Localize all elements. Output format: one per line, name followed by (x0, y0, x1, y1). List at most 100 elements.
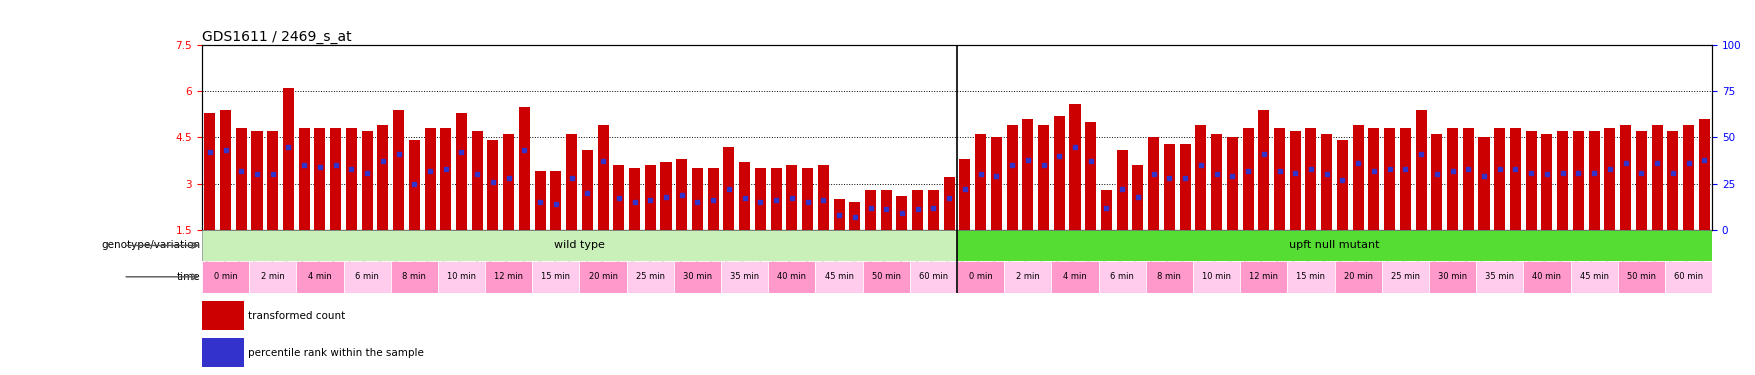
Bar (1004, 261, 1051, 292)
Bar (1179, 144, 1190, 230)
Bar (627, 261, 674, 292)
Bar (1334, 261, 1381, 292)
Text: time: time (177, 272, 200, 282)
Bar (504, 134, 514, 230)
Bar (1227, 137, 1237, 230)
Bar (549, 171, 562, 230)
Bar (1336, 141, 1348, 230)
Bar (581, 150, 593, 230)
Bar (425, 128, 435, 230)
Bar (990, 137, 1002, 230)
Bar (974, 134, 986, 230)
Text: 25 min: 25 min (1390, 272, 1420, 281)
Text: 35 min: 35 min (730, 272, 758, 281)
Text: 40 min: 40 min (1532, 272, 1560, 281)
Bar (346, 128, 356, 230)
Bar (1588, 131, 1599, 230)
Bar (1525, 131, 1536, 230)
Bar (628, 168, 639, 230)
Bar (219, 110, 232, 230)
Bar (1665, 131, 1678, 230)
Bar (1494, 128, 1504, 230)
Bar (1069, 104, 1079, 230)
Bar (249, 261, 297, 292)
Text: 12 min: 12 min (1248, 272, 1278, 281)
Bar (283, 88, 293, 230)
Text: 10 min: 10 min (448, 272, 476, 281)
Bar (1320, 134, 1332, 230)
Bar (532, 261, 579, 292)
Bar (519, 106, 530, 230)
Bar (534, 171, 546, 230)
Bar (956, 261, 1004, 292)
Bar (1351, 125, 1364, 230)
Bar (1636, 131, 1646, 230)
Bar (818, 165, 828, 230)
Bar (362, 131, 372, 230)
Bar (297, 261, 344, 292)
Bar (437, 261, 484, 292)
Text: 20 min: 20 min (1343, 272, 1372, 281)
Bar (488, 141, 498, 230)
Bar (942, 177, 955, 230)
Bar (897, 196, 907, 230)
Text: 10 min: 10 min (1202, 272, 1230, 281)
Bar (1099, 261, 1144, 292)
Bar (911, 190, 923, 230)
Bar (202, 338, 244, 367)
Bar (579, 261, 627, 292)
Bar (565, 134, 577, 230)
Bar (1148, 137, 1158, 230)
Bar (314, 128, 325, 230)
Text: 60 min: 60 min (1673, 272, 1702, 281)
Text: 25 min: 25 min (635, 272, 665, 281)
Text: 0 min: 0 min (214, 272, 237, 281)
Text: genotype/variation: genotype/variation (102, 240, 200, 250)
Bar (1021, 119, 1032, 230)
Bar (390, 261, 437, 292)
Text: 40 min: 40 min (777, 272, 806, 281)
Bar (1509, 128, 1520, 230)
Bar (862, 261, 909, 292)
Bar (484, 261, 532, 292)
Bar (298, 128, 309, 230)
Bar (235, 128, 247, 230)
Bar (1006, 125, 1016, 230)
Text: 35 min: 35 min (1485, 272, 1513, 281)
Bar (251, 131, 261, 230)
Bar (786, 165, 797, 230)
Bar (409, 141, 419, 230)
Bar (1478, 137, 1488, 230)
Bar (1620, 125, 1630, 230)
Bar (802, 168, 813, 230)
Bar (770, 168, 781, 230)
Bar (393, 110, 404, 230)
Bar (1192, 261, 1239, 292)
Text: 15 min: 15 min (541, 272, 570, 281)
Text: 2 min: 2 min (1016, 272, 1039, 281)
Bar (267, 131, 277, 230)
Bar (1116, 150, 1127, 230)
Bar (1053, 116, 1064, 230)
Bar (1430, 134, 1441, 230)
Bar (814, 261, 862, 292)
Bar (1664, 261, 1711, 292)
Bar (707, 168, 718, 230)
Bar (660, 162, 670, 230)
Text: 8 min: 8 min (402, 272, 426, 281)
Text: 20 min: 20 min (588, 272, 618, 281)
Text: 50 min: 50 min (870, 272, 900, 281)
Bar (472, 131, 483, 230)
Text: 4 min: 4 min (307, 272, 332, 281)
Bar (927, 190, 939, 230)
Bar (1144, 261, 1192, 292)
Bar (1446, 128, 1457, 230)
Bar (691, 168, 702, 230)
Bar (849, 202, 860, 230)
Bar (865, 190, 876, 230)
Bar (1367, 128, 1379, 230)
Text: 2 min: 2 min (261, 272, 284, 281)
Bar (1415, 110, 1425, 230)
Bar (1288, 131, 1300, 230)
Bar (1651, 125, 1662, 230)
